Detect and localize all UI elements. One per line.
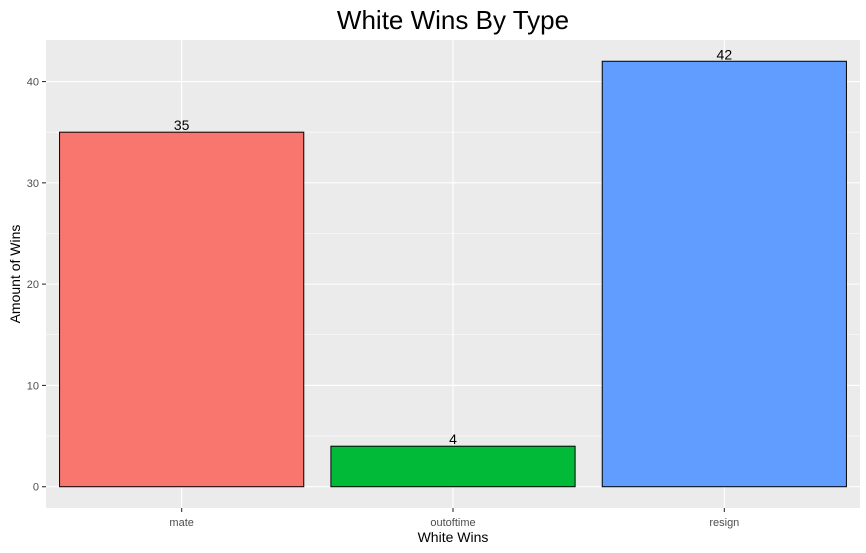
y-tick-label: 0 [33, 482, 39, 494]
x-axis-title: White Wins [418, 529, 489, 545]
y-tick-label: 40 [27, 77, 39, 89]
chart-title: White Wins By Type [337, 5, 569, 35]
x-tick-label-resign: resign [709, 517, 739, 529]
y-axis-title: Amount of Wins [7, 225, 23, 324]
data-label-outoftime: 4 [449, 431, 457, 447]
bars [59, 60, 847, 488]
y-tick-label: 30 [27, 178, 39, 190]
data-label-resign: 42 [717, 46, 733, 62]
y-tick-label: 10 [27, 380, 39, 392]
y-tick-label: 20 [27, 279, 39, 291]
bar-mate [59, 131, 305, 488]
x-tick-label-outoftime: outoftime [430, 517, 475, 529]
x-tick-label-mate: mate [169, 517, 193, 529]
bar-data-labels: 35 4 42 [174, 46, 732, 447]
x-axis: mate outoftime resign [169, 508, 739, 529]
bar-outoftime [330, 445, 576, 488]
bar-resign [601, 60, 847, 488]
y-axis: 0 10 20 30 40 [27, 77, 46, 494]
data-label-mate: 35 [174, 117, 190, 133]
